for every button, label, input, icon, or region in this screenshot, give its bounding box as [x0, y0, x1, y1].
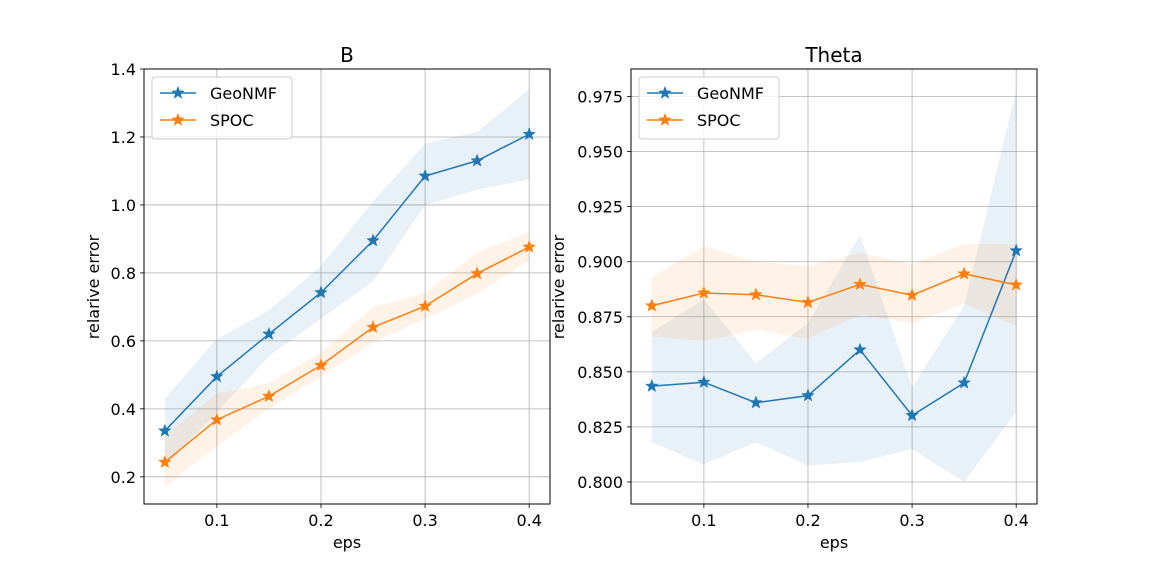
- y-tick-label: 0.875: [577, 308, 623, 327]
- data-point-spoc-theta: [853, 277, 867, 291]
- data-point-geonmf-theta: [957, 375, 971, 389]
- x-tick-label: 0.3: [899, 511, 924, 530]
- series-line-spoc-b: [164, 246, 530, 463]
- y-tick-label: 0.975: [577, 88, 623, 107]
- data-point-spoc-b: [157, 454, 172, 469]
- data-point-spoc-theta: [697, 285, 711, 299]
- y-tick-label: 1.0: [111, 196, 136, 215]
- legend-star-icon-spoc-b: [171, 112, 185, 126]
- data-point-geonmf-b: [366, 233, 380, 247]
- y-tick-label: 1.2: [111, 128, 136, 147]
- panel-title-theta: Theta: [804, 43, 862, 67]
- data-point-geonmf-b: [522, 127, 537, 141]
- legend-b: GeoNMF SPOC: [151, 76, 293, 140]
- y-tick-label: 0.825: [577, 418, 623, 437]
- x-tick-label: 0.2: [308, 511, 333, 530]
- x-axis-label-b: eps: [333, 533, 361, 552]
- legend-star-icon-geonmf-theta: [658, 85, 672, 99]
- data-point-geonmf-b: [418, 168, 432, 182]
- y-tick-label: 0.900: [577, 253, 623, 272]
- data-point-geonmf-theta: [749, 395, 763, 409]
- series-line-geonmf-b: [164, 133, 530, 432]
- data-point-spoc-b: [418, 298, 432, 313]
- band-geonmf-theta: [651, 89, 1017, 482]
- data-point-spoc-theta: [905, 287, 919, 302]
- data-point-geonmf-theta: [644, 378, 659, 392]
- legend-label-spoc-theta: SPOC: [697, 111, 741, 130]
- panel-b: 0.1 0.2 0.3 0.40.20.40.60.81.01.21.4 B eps …: [84, 43, 551, 552]
- data-point-spoc-theta: [1009, 277, 1024, 291]
- x-axis-label-theta: eps: [820, 533, 848, 552]
- axes-frame-theta: [630, 68, 1038, 505]
- band-spoc-b: [164, 232, 530, 488]
- x-tick-label: 0.2: [795, 511, 820, 530]
- y-tick-label: 0.2: [111, 468, 136, 487]
- data-point-spoc-theta: [801, 295, 815, 309]
- y-tick-label: 0.8: [111, 264, 136, 283]
- x-tick-label: 0.4: [516, 511, 541, 530]
- band-spoc-theta: [651, 244, 1017, 342]
- y-tick-label: 0.950: [577, 143, 623, 162]
- data-point-geonmf-b: [314, 285, 328, 299]
- y-tick-label: 0.925: [577, 198, 623, 217]
- data-point-spoc-theta: [644, 298, 659, 312]
- band-geonmf-b: [164, 89, 530, 467]
- series-line-spoc-theta: [651, 273, 1017, 307]
- data-point-spoc-theta: [957, 266, 971, 280]
- panel-title-b: B: [340, 43, 354, 67]
- star-marker-icon: [658, 112, 672, 126]
- y-tick-label: 0.4: [111, 400, 136, 419]
- legend-label-spoc-b: SPOC: [210, 111, 254, 130]
- data-point-geonmf-b: [262, 326, 276, 340]
- data-point-geonmf-theta: [697, 374, 711, 389]
- data-point-spoc-theta: [749, 287, 763, 301]
- data-point-geonmf-theta: [801, 388, 815, 402]
- data-point-spoc-b: [366, 320, 380, 334]
- data-point-geonmf-theta: [1009, 243, 1024, 257]
- data-point-spoc-b: [210, 412, 224, 426]
- data-point-spoc-b: [262, 389, 276, 403]
- data-point-geonmf-theta: [853, 342, 867, 356]
- x-tick-label: 0.4: [1003, 511, 1028, 530]
- x-tick-label: 0.1: [691, 511, 716, 530]
- legend-label-geonmf-b: GeoNMF: [210, 84, 277, 103]
- data-point-spoc-b: [522, 239, 537, 253]
- x-tick-label: 0.3: [412, 511, 437, 530]
- y-tick-label: 0.850: [577, 363, 623, 382]
- data-point-geonmf-theta: [905, 408, 919, 422]
- star-marker-icon: [658, 85, 672, 99]
- legend-label-geonmf-theta: GeoNMF: [697, 84, 764, 103]
- y-tick-label: 0.6: [111, 332, 136, 351]
- data-point-geonmf-b: [210, 369, 224, 383]
- x-tick-label: 0.1: [204, 511, 229, 530]
- axes-frame-b: [143, 68, 551, 505]
- y-tick-label: 0.800: [577, 473, 623, 492]
- star-marker-icon: [171, 85, 185, 99]
- series-line-geonmf-theta: [651, 250, 1017, 417]
- data-point-geonmf-b: [157, 423, 172, 437]
- legend-star-icon-geonmf-b: [171, 85, 185, 99]
- legend-star-icon-spoc-theta: [658, 112, 672, 126]
- data-point-spoc-b: [470, 266, 484, 280]
- y-axis-label-b: relarive error: [84, 234, 103, 339]
- y-tick-label: 1.4: [111, 60, 136, 79]
- legend-theta: GeoNMF SPOC: [638, 76, 780, 140]
- data-point-geonmf-b: [470, 153, 484, 167]
- panel-theta: 0.1 0.2 0.3 0.4 0.800 0.825 0.850 0.875 0.900 0.9…: [549, 43, 1038, 552]
- data-point-spoc-b: [314, 358, 328, 372]
- star-marker-icon: [171, 112, 185, 126]
- y-axis-label-theta: relarive error: [549, 234, 568, 339]
